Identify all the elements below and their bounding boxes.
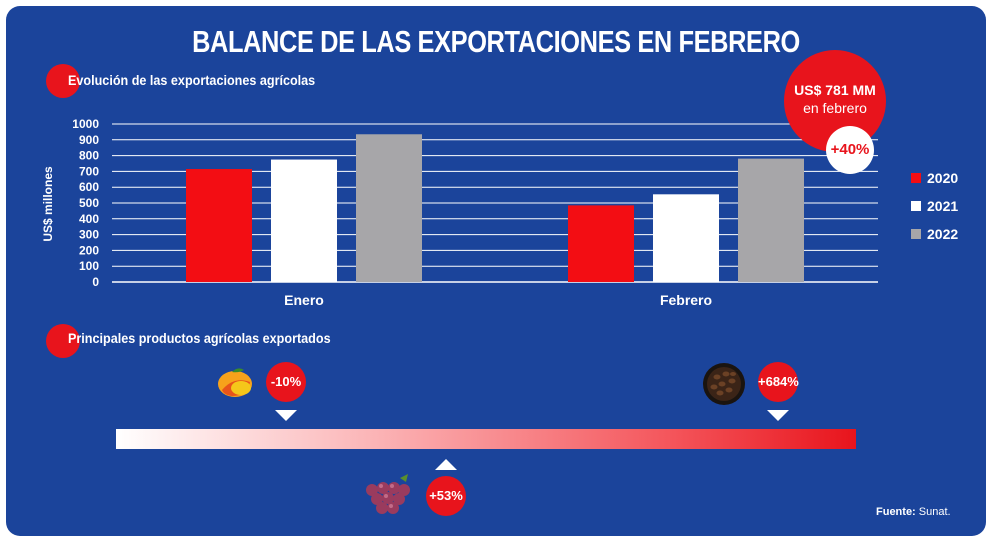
product-change-badge: +53%: [426, 476, 466, 516]
x-tick-label: Febrero: [660, 292, 712, 308]
y-tick-label: 900: [79, 133, 99, 147]
legend-swatch: [911, 201, 921, 211]
callout-period: en febrero: [803, 100, 867, 116]
source-note: Fuente: Sunat.: [876, 506, 951, 518]
y-axis-label: US$ millones: [41, 166, 55, 242]
legend: 2020 2021 2022: [911, 170, 958, 242]
y-tick-label: 800: [79, 149, 99, 163]
y-tick-label: 100: [79, 259, 99, 273]
legend-swatch: [911, 229, 921, 239]
callout-amount: US$ 781 MM: [794, 82, 876, 98]
y-tick-label: 200: [79, 243, 99, 257]
arrow-down-icon: [275, 410, 297, 421]
bars: [186, 134, 804, 282]
y-tick-label: 1000: [72, 117, 99, 131]
legend-swatch: [911, 173, 921, 183]
bar-2021-febrero: [653, 194, 719, 282]
y-tick-label: 300: [79, 228, 99, 242]
legend-label: 2022: [927, 226, 958, 242]
page-title: BALANCE DE LAS EXPORTACIONES EN FEBRERO: [192, 24, 800, 59]
x-axis-labels: Enero Febrero: [284, 292, 712, 308]
bar-2021-enero: [271, 159, 337, 282]
legend-label: 2020: [927, 170, 958, 186]
product-change-badge: +684%: [758, 362, 799, 402]
infographic-card: BALANCE DE LAS EXPORTACIONES EN FEBRERO …: [6, 6, 986, 536]
x-tick-label: Enero: [284, 292, 324, 308]
y-tick-label: 500: [79, 196, 99, 210]
change-scale-bar: [116, 429, 856, 449]
source-value: Sunat.: [918, 506, 951, 518]
section-bullet-icon: [46, 324, 80, 358]
y-tick-label: 700: [79, 164, 99, 178]
legend-label: 2021: [927, 198, 958, 214]
section-bullet-icon: [46, 64, 80, 98]
section-title-evolution: Evolución de las exportaciones agrícolas: [68, 72, 316, 88]
y-tick-label: 0: [92, 275, 99, 289]
bar-2020-febrero: [568, 205, 634, 282]
coffee-beans-icon: [703, 363, 745, 405]
bar-2022-febrero: [738, 158, 804, 282]
arrow-down-icon: [767, 410, 789, 421]
bar-2022-enero: [356, 134, 422, 282]
bar-2020-enero: [186, 169, 252, 282]
grapes-icon: [366, 474, 410, 514]
callout-change-badge: +40%: [826, 126, 874, 174]
source-label: Fuente:: [876, 506, 916, 518]
mango-icon: [218, 368, 252, 397]
product-change-badge: -10%: [266, 362, 306, 402]
y-tick-label: 600: [79, 180, 99, 194]
y-tick-label: 400: [79, 212, 99, 226]
arrow-up-icon: [435, 459, 457, 470]
section-title-products: Principales productos agrícolas exportad…: [68, 330, 331, 346]
